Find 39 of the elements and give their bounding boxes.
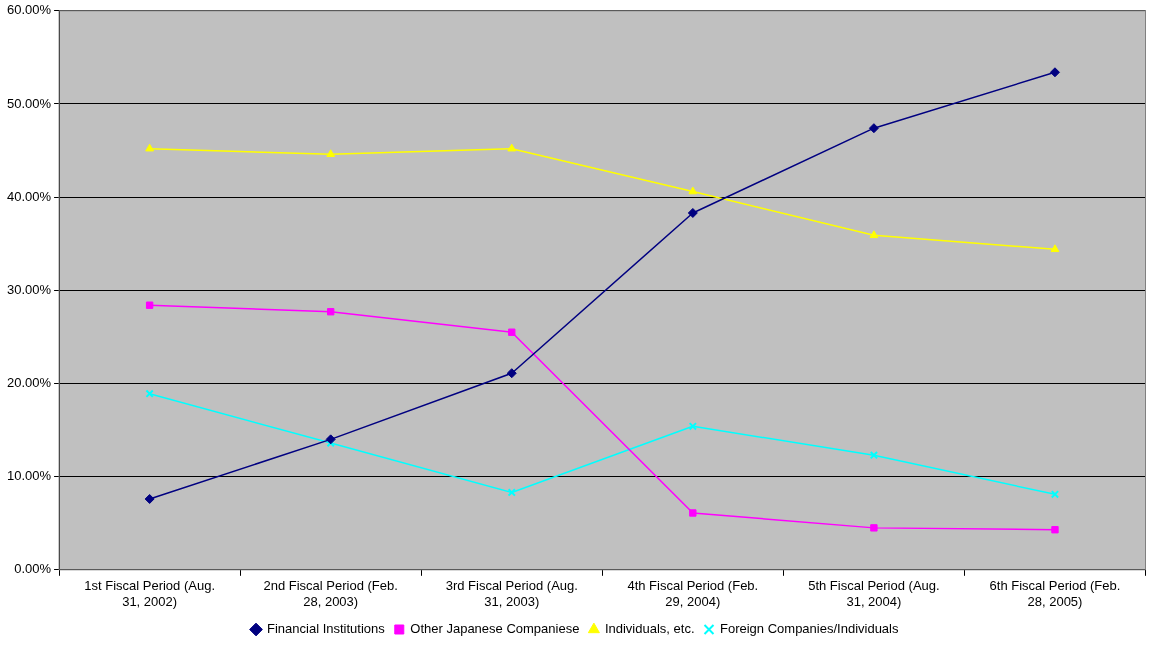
point: [145, 301, 154, 309]
legend-label: Individuals, etc.: [604, 621, 695, 637]
x-tick-label: 1st Fiscal Period (Aug. 31, 2002): [84, 578, 216, 609]
y-tick-label: 50.00%: [7, 95, 52, 111]
legend-label: Financial Institutions: [267, 621, 386, 637]
y-tick-label: 0.00%: [14, 561, 52, 577]
point: [145, 389, 154, 398]
point: [506, 368, 517, 379]
y-tick-label: 20.00%: [7, 375, 52, 391]
legend-label: Foreign Companies/Individuals: [720, 621, 899, 637]
point: [1050, 244, 1060, 253]
y-tick-label: 40.00%: [7, 188, 52, 204]
point: [868, 123, 879, 134]
x-tick-label: 4th Fiscal Period (Feb. 29, 2004): [627, 578, 759, 609]
x-tick-label: 2nd Fiscal Period (Feb. 28, 2003): [263, 578, 398, 609]
x-tick-label: 6th Fiscal Period (Feb. 28, 2005): [989, 578, 1121, 609]
point: [869, 451, 879, 460]
y-tick-label: 30.00%: [7, 281, 52, 297]
legend-label: Other Japanese Companiese: [410, 621, 580, 637]
x-tick-label: 3rd Fiscal Period (Aug. 31, 2003): [445, 578, 578, 609]
point: [507, 143, 517, 152]
point: [688, 186, 698, 195]
point: [326, 149, 336, 158]
point: [1049, 67, 1060, 78]
point: [1050, 490, 1060, 499]
point: [327, 308, 335, 316]
y-tick-label: 10.00%: [7, 468, 52, 484]
point: [508, 328, 516, 336]
point: [1051, 526, 1059, 534]
point: [145, 143, 155, 152]
point: [144, 493, 155, 504]
x-tick-label: 5th Fiscal Period (Aug. 31, 2004): [808, 578, 940, 609]
point: [687, 207, 698, 218]
point: [507, 488, 516, 497]
point: [869, 230, 879, 239]
point: [870, 524, 878, 532]
point: [689, 509, 697, 517]
y-tick-label: 60.00%: [7, 2, 52, 18]
point: [325, 434, 336, 445]
